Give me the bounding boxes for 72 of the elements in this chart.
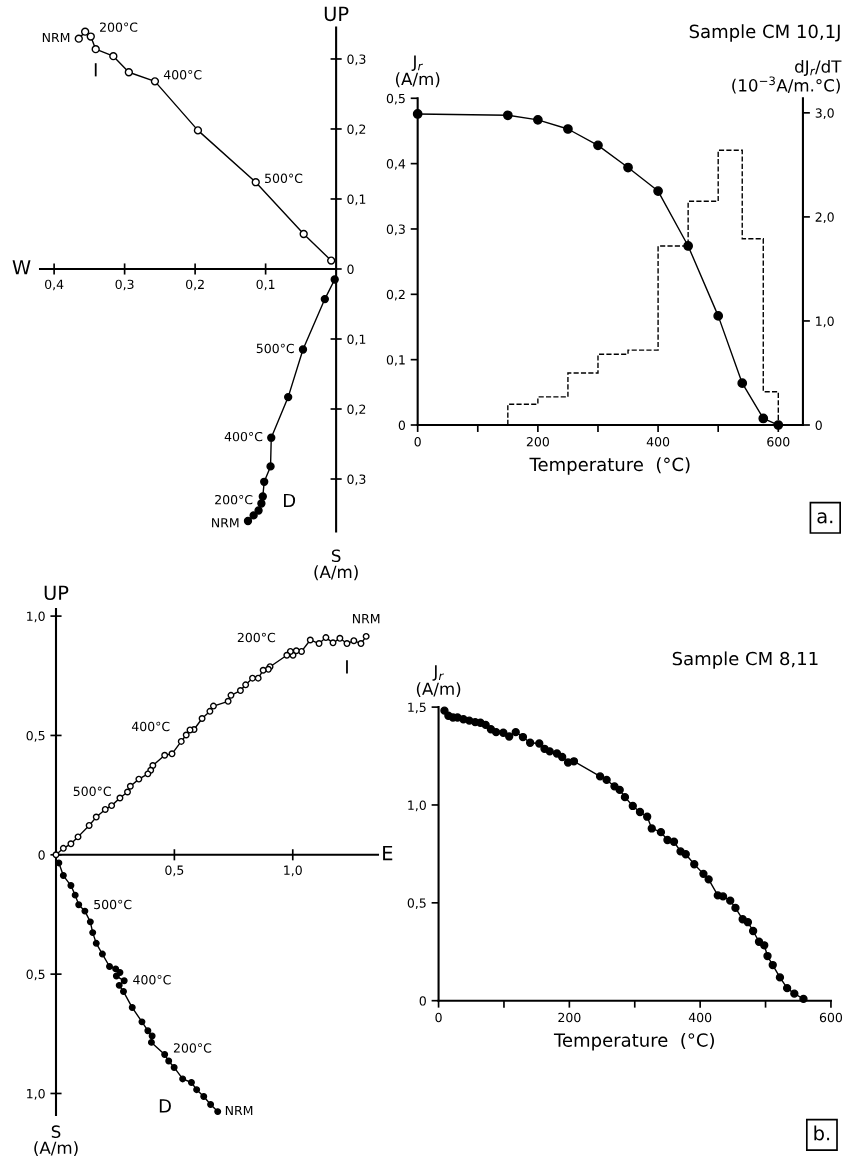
- x-axis-title: W: [12, 260, 31, 275]
- annotation: 500°C: [256, 343, 294, 354]
- x-tick-label: 400: [646, 437, 670, 447]
- x-axis-title: Temperature (°C): [529, 457, 690, 475]
- y-tick-label: 0,3: [347, 54, 366, 66]
- x-tick-label: 400: [688, 1012, 712, 1023]
- y2-tick-label: 3,0: [815, 108, 834, 120]
- text: a.: [817, 512, 833, 524]
- chart-title: Sample CM 8,11: [672, 651, 818, 669]
- y-tick-label: 1,0: [27, 1088, 45, 1100]
- x-axis-title: E: [383, 845, 393, 861]
- annotation: 400°C: [133, 974, 171, 985]
- x-tick-label: 0,1: [256, 279, 275, 291]
- y-tick-label: 0,4: [386, 159, 406, 170]
- y-tick-label: 1,0: [27, 611, 45, 623]
- y-axis-title: UP: [324, 6, 349, 22]
- annotation: 500°C: [94, 899, 132, 910]
- y-tick-label: 1,0: [408, 800, 426, 812]
- y2-tick-label: 0: [815, 420, 822, 430]
- annotation: NRM: [225, 1105, 253, 1116]
- y-tick-label: 0: [347, 264, 354, 274]
- x-tick-label: 0,3: [115, 279, 134, 291]
- annotation: 200°C: [237, 632, 276, 643]
- y-tick-label: 0,2: [347, 404, 366, 416]
- x-tick-label: 200: [558, 1012, 581, 1023]
- annotation: D: [284, 493, 296, 508]
- chart-title: Sample CM 10,1J: [689, 24, 840, 42]
- x-tick-label: 0: [435, 1012, 442, 1023]
- text: S (A/m): [34, 1125, 78, 1157]
- y-tick-label: 0,1: [347, 194, 366, 206]
- annotation: I: [346, 660, 348, 674]
- annotation: 200°C: [173, 1043, 212, 1053]
- y-axis-title: UP: [44, 585, 69, 601]
- y2-tick-label: 2,0: [815, 212, 834, 224]
- annotation: NRM: [352, 614, 380, 624]
- y-tick-label: 0: [419, 996, 426, 1006]
- y-tick-label: 0: [398, 420, 406, 430]
- y-axis-title: J$_{r}$ (A/m): [416, 665, 461, 698]
- y-tick-label: 0,3: [347, 474, 366, 486]
- annotation: 400°C: [131, 721, 170, 732]
- annotation: NRM: [42, 33, 70, 43]
- y-tick-label: 0,3: [386, 224, 405, 236]
- y-tick-label: 0,5: [26, 730, 45, 742]
- y2-tick-label: 1,0: [816, 316, 834, 328]
- x-tick-label: 0,4: [45, 279, 64, 291]
- annotation: I: [94, 63, 97, 77]
- x-tick-label: 0,2: [186, 279, 204, 291]
- y-tick-label: 0: [38, 850, 45, 860]
- y-tick-label: 1,5: [408, 702, 426, 714]
- x-tick-label: 600: [819, 1012, 843, 1023]
- annotation: 200°C: [215, 494, 253, 505]
- x-tick-label: 600: [767, 437, 790, 447]
- y-tick-label: 0,2: [347, 124, 366, 136]
- y-tick-label: 0,1: [386, 355, 405, 366]
- y-tick-label: 0,5: [386, 93, 405, 105]
- y-tick-label: 0,5: [407, 898, 426, 910]
- annotation: 400°C: [163, 69, 202, 80]
- annotation: D: [159, 1099, 171, 1113]
- y-tick-label: 0,5: [26, 969, 45, 981]
- annotation: 500°C: [73, 786, 111, 797]
- y-tick-label: 0,1: [347, 334, 366, 346]
- y-tick-label: 0,2: [386, 289, 405, 301]
- annotation: 500°C: [265, 173, 303, 184]
- annotation: 200°C: [100, 22, 138, 32]
- x-tick-label: 200: [526, 437, 549, 447]
- y-axis-title: J$_{r}$ (A/m): [395, 55, 440, 88]
- text: dJ$_{r}$/dT (10$^{−3}$A/m.°C): [732, 59, 842, 94]
- text: S (A/m): [314, 549, 358, 581]
- annotation: NRM: [212, 518, 239, 528]
- annotation: 400°C: [224, 431, 263, 442]
- x-axis-title: Temperature (°C): [553, 1032, 714, 1051]
- text: b.: [814, 1125, 830, 1141]
